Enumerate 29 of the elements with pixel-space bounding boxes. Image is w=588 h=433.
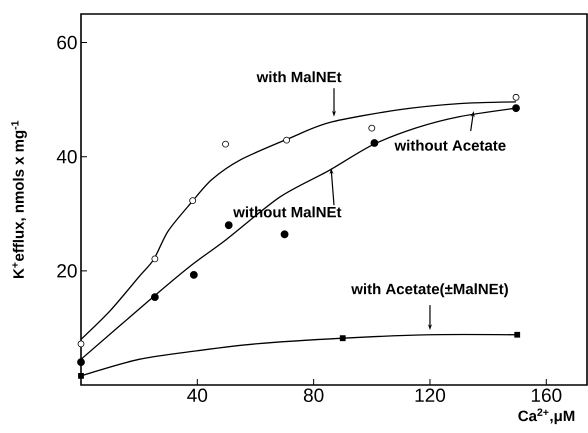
- y-tick-label: 20: [57, 264, 77, 278]
- point: [189, 197, 196, 204]
- y-tick-label: 60: [57, 36, 77, 50]
- point: [151, 255, 158, 262]
- annotation: without Acetate: [394, 140, 506, 151]
- point: [512, 94, 520, 101]
- point: [280, 230, 288, 238]
- point: [190, 270, 198, 279]
- x-tick-label: 40: [187, 388, 208, 402]
- point: [283, 136, 290, 144]
- point: [222, 140, 229, 148]
- point: [514, 332, 520, 338]
- annotation: with Acetate(±MalNEt): [351, 283, 508, 298]
- annotation: with MalNEt: [256, 71, 342, 82]
- x-tick-label: 160: [532, 388, 562, 402]
- x-axis-title: Ca$^{2+}$,μM: [518, 408, 574, 424]
- y-axis-title: K$^{+}$efflux, nmols x mg$^{-1}$: [11, 120, 27, 278]
- x-tick-label: 120: [416, 388, 446, 402]
- point: [150, 293, 159, 301]
- point: [78, 340, 84, 348]
- point: [512, 104, 520, 112]
- point: [340, 335, 346, 342]
- point: [368, 124, 376, 132]
- point: [224, 221, 233, 230]
- point: [370, 139, 378, 147]
- x-tick-label: 80: [304, 388, 324, 402]
- point: [77, 358, 85, 366]
- y-tick-label: 40: [56, 150, 77, 164]
- point: [78, 372, 84, 379]
